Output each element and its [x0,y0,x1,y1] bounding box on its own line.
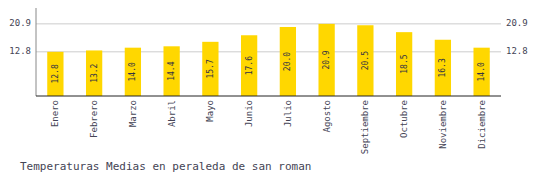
y-tick-label-right: 20.9 [506,18,528,28]
bar [473,48,489,96]
x-tick-label: Agosto [322,100,332,133]
x-tick-label: Mayo [205,100,215,122]
data-label: 17.6 [245,56,254,75]
data-label: 20.5 [361,51,370,70]
bar [280,27,296,96]
bar [163,46,179,96]
bar [47,52,63,96]
bar [86,50,102,96]
data-label: 20.0 [283,52,292,71]
bar [357,25,373,96]
bar [241,35,257,96]
bars [47,24,490,96]
bar [125,48,141,96]
x-tick-label: Septiembre [360,100,370,154]
data-label: 13.2 [90,63,99,82]
x-tick-label: Octubre [399,100,409,138]
x-tick-label: Febrero [89,100,99,138]
y-tick-label: 20.9 [9,18,31,28]
bar [318,24,334,96]
x-tick-label: Diciembre [477,100,487,149]
bar [435,40,451,96]
x-tick-label: Julio [283,100,293,127]
bar [396,32,412,96]
y-tick-label-right: 12.8 [506,46,528,56]
data-label: 14.4 [167,61,176,80]
x-tick-label: Noviembre [438,100,448,149]
x-tick-label: Enero [50,100,60,127]
x-tick-label: Abril [167,100,177,127]
grid-line [36,51,501,52]
x-tick-label: Marzo [128,100,138,127]
y-axis-line [36,8,37,96]
bar [202,42,218,96]
x-tick-label: Junio [244,100,254,127]
data-label: 12.8 [51,64,60,83]
data-label: 14.0 [477,62,486,81]
data-label: 20.9 [322,50,331,69]
y-tick-label: 12.8 [9,46,31,56]
grid-line [36,23,501,24]
x-axis-line [36,96,501,97]
chart: 12.8 12.8 20.9 20.9 12.8 13.2 14.0 14.4 15.7 17.6… [0,0,537,174]
data-label: 16.3 [438,58,447,77]
data-label: 15.7 [206,59,215,78]
data-label: 14.0 [128,62,137,81]
title: Temperaturas Medias en peraleda de san r… [20,160,311,173]
data-label: 18.5 [400,54,409,73]
